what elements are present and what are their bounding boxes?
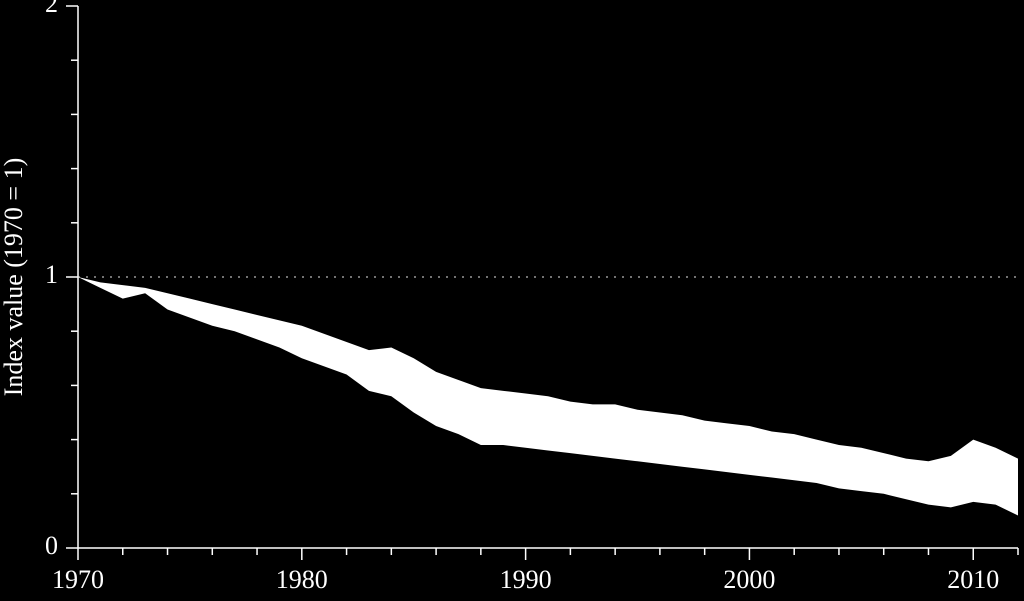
x-tick-label: 1990: [500, 565, 552, 594]
y-axis-title: Index value (1970 = 1): [0, 158, 28, 396]
x-tick-label: 1970: [52, 565, 104, 594]
x-tick-label: 2010: [947, 565, 999, 594]
y-tick-label: 1: [45, 260, 58, 289]
y-tick-label: 0: [45, 531, 58, 560]
x-tick-label: 2000: [723, 565, 775, 594]
y-tick-label: 2: [45, 0, 58, 18]
index-chart: 0 1 2 1970 1980 1990 2000 2010 Index value (1970…: [0, 0, 1024, 601]
x-tick-label: 1980: [276, 565, 328, 594]
